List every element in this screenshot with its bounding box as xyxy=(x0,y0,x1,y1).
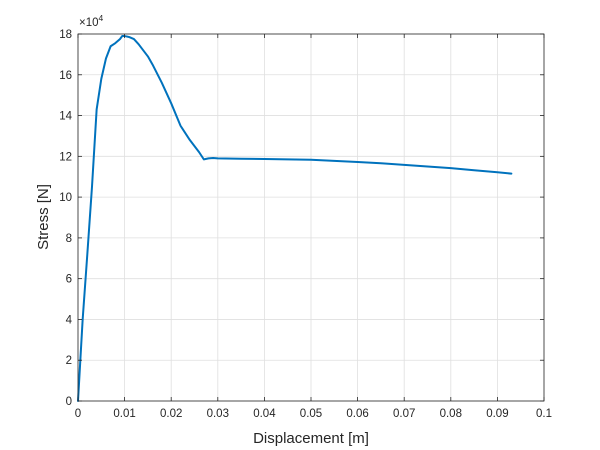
x-tick-label: 0.09 xyxy=(486,408,508,420)
y-tick-label: 8 xyxy=(66,233,72,245)
y-axis-label: Stress [N] xyxy=(35,184,52,250)
x-tick-label: 0.07 xyxy=(393,408,415,420)
y-tick-labels: 0 2 4 6 8 10 12 14 16 18 xyxy=(59,29,72,408)
tick-group xyxy=(77,33,545,402)
y-exponent-power: 4 xyxy=(99,13,104,23)
series-group xyxy=(77,35,513,402)
y-tick-label: 10 xyxy=(59,192,72,204)
y-tick-label: 12 xyxy=(59,151,72,163)
x-tick-label: 0.04 xyxy=(253,408,276,420)
x-tick-label: 0.05 xyxy=(300,408,322,420)
x-tick-label: 0.08 xyxy=(440,408,462,420)
y-exponent-base: ×10 xyxy=(79,17,99,29)
y-tick-label: 14 xyxy=(59,111,72,123)
x-tick-labels: 0 0.01 0.02 0.03 0.04 0.05 0.06 0.07 0.08 0.09 0.1 xyxy=(75,408,552,420)
x-tick-label: 0.02 xyxy=(160,408,182,420)
x-axis-label: Displacement [m] xyxy=(253,430,369,447)
x-tick-label: 0 xyxy=(75,408,81,420)
series-line-0 xyxy=(77,35,513,402)
y-tick-label: 2 xyxy=(66,355,72,367)
x-tick-label: 0.1 xyxy=(536,408,552,420)
x-tick-label: 0.01 xyxy=(113,408,135,420)
y-exponent-label: ×104 xyxy=(79,13,104,29)
y-tick-label: 6 xyxy=(66,274,72,286)
y-tick-label: 0 xyxy=(66,396,72,408)
x-tick-label: 0.03 xyxy=(207,408,229,420)
x-tick-label: 0.06 xyxy=(346,408,368,420)
y-tick-label: 4 xyxy=(66,314,73,326)
y-tick-label: 16 xyxy=(59,70,72,82)
y-tick-label: 18 xyxy=(59,29,72,41)
